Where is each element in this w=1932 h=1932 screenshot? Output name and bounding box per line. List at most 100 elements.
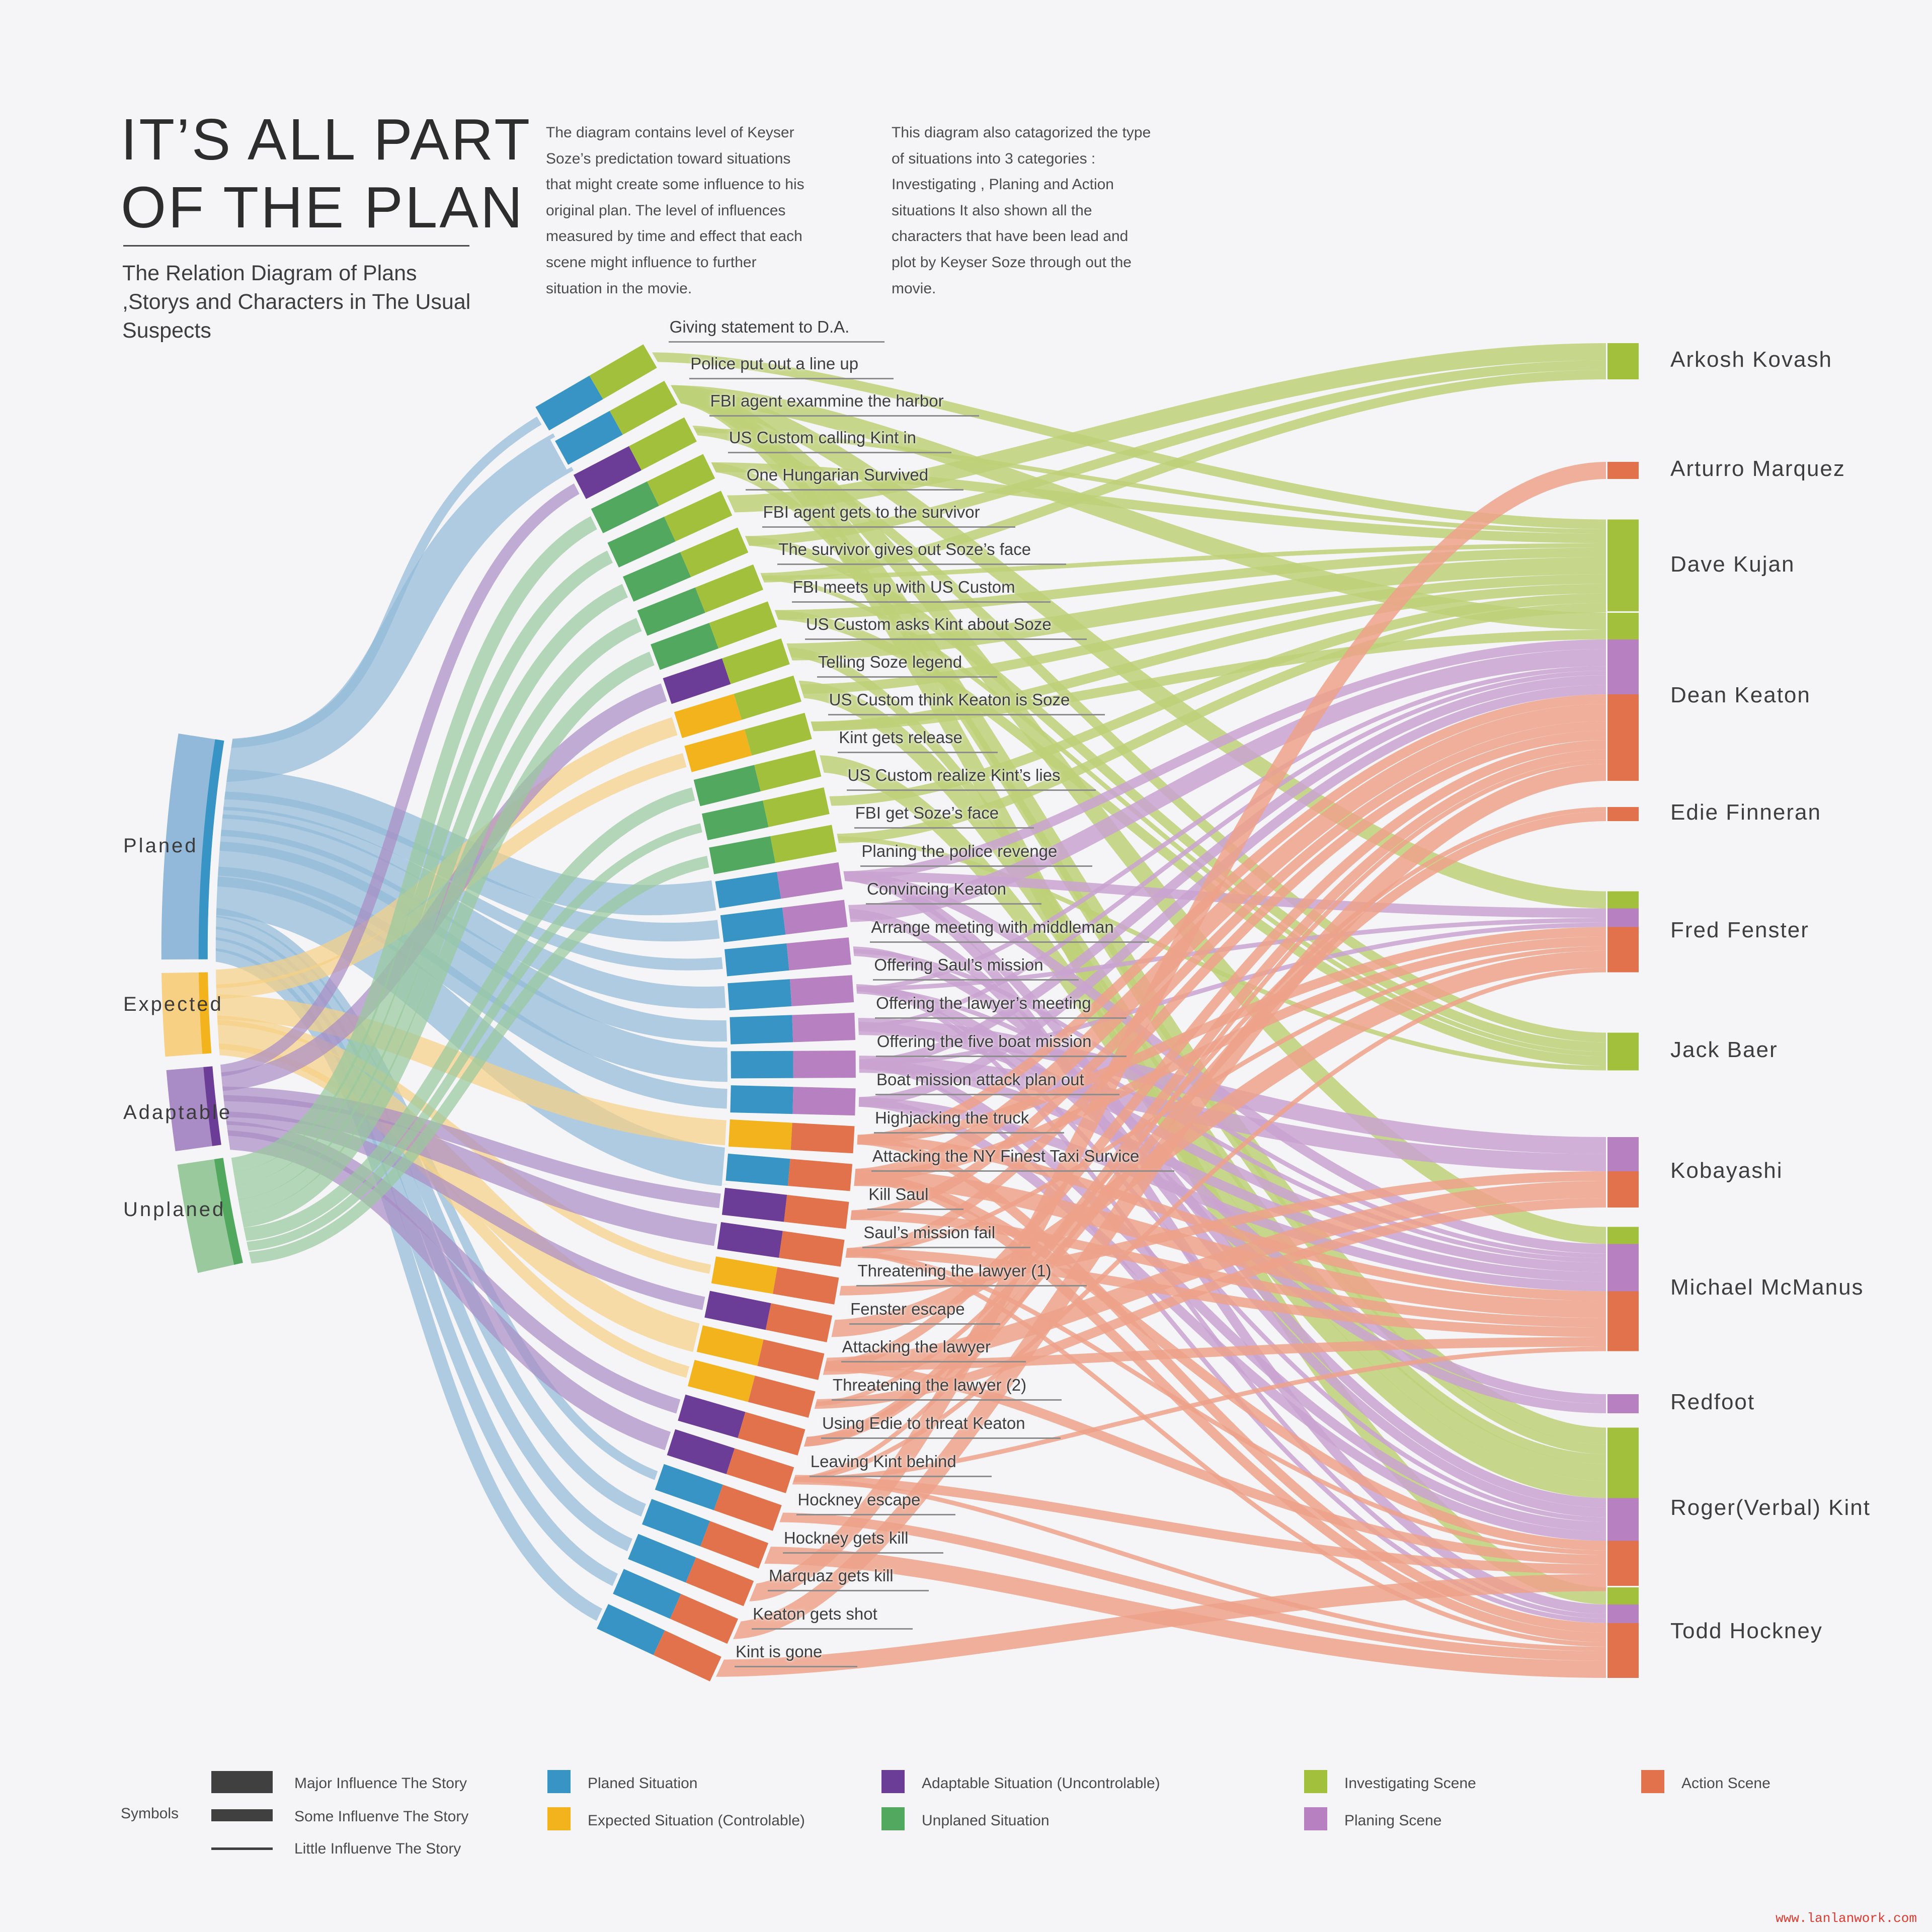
flow-ribbon-plan-to-scene <box>200 915 652 1519</box>
plan-label-adaptable: Adaptable <box>123 1101 232 1123</box>
scene-node-outline <box>720 933 855 981</box>
character-node-segment <box>1607 764 1639 781</box>
character-node-segment <box>1607 666 1639 671</box>
scene-node-type-half <box>722 638 790 684</box>
scene-label: FBI get Soze’s face <box>854 803 1034 829</box>
character-node-segment <box>1607 1647 1639 1651</box>
flow-ribbon-scene-to-character <box>845 721 1608 1220</box>
character-node-segment <box>1607 1498 1639 1508</box>
character-node-segment <box>1607 1651 1639 1661</box>
character-node-segment <box>1607 1404 1639 1413</box>
character-node-segment <box>1607 603 1639 613</box>
character-label: Todd Hockney <box>1670 1619 1823 1643</box>
scene-node <box>723 971 858 1014</box>
character-node-segment <box>1607 1272 1639 1282</box>
scene-node-plan-half <box>637 587 705 636</box>
scene-label: Fenster escape <box>849 1300 1000 1325</box>
scene-label: Threatening the lawyer (2) <box>831 1376 1062 1401</box>
scene-node-outline <box>727 1081 859 1119</box>
scene-node-plan-half <box>642 1499 710 1547</box>
scene-node-type-half <box>680 527 749 577</box>
scene-node-plan-half <box>628 1534 696 1583</box>
character-node-segment <box>1607 1614 1639 1619</box>
scene-node-type-half <box>763 787 830 827</box>
plan-node-expected <box>162 972 212 1057</box>
character-node-segment <box>1607 639 1639 649</box>
scene-label: One Hungarian Survived <box>745 465 964 491</box>
flow-ribbon-scene-to-character <box>849 1172 1608 1551</box>
character-node-segment <box>1607 946 1639 951</box>
right-flow-layer <box>648 343 1608 1678</box>
scene-node <box>718 1184 853 1233</box>
flow-ribbon-scene-to-character <box>741 536 1608 1052</box>
character-node-segment <box>1607 649 1639 666</box>
scene-node <box>692 1321 829 1385</box>
character-node-segment <box>1607 630 1639 639</box>
scene-node-type-half <box>754 750 822 791</box>
character-node-segment <box>1607 671 1639 675</box>
plan-label-planed: Planed <box>123 835 198 857</box>
character-node-segment <box>1607 1301 1639 1318</box>
scene-label: Highjacking the truck <box>873 1108 1065 1134</box>
scene-node-plan-half <box>607 517 676 568</box>
scene-node-type-half <box>782 900 848 935</box>
scene-label: Using Edie to threat Keaton <box>821 1414 1061 1439</box>
character-label: Arturro Marquez <box>1670 456 1845 481</box>
scene-node-type-half <box>589 344 657 399</box>
character-node-segment <box>1607 529 1639 534</box>
scene-label: Leaving Kint behind <box>809 1452 992 1478</box>
scene-node <box>726 1009 859 1048</box>
flow-ribbon-scene-to-character <box>731 764 1608 1639</box>
scene-node-type-half <box>779 1231 845 1267</box>
scene-node-type-half <box>790 1122 855 1154</box>
scene-node-type-half <box>664 491 733 542</box>
scene-node-type-half <box>734 675 801 720</box>
flow-ribbon-scene-to-character <box>819 1181 1608 1375</box>
flow-ribbon-plan-to-scene <box>202 1019 705 1353</box>
scene-node-outline <box>550 376 682 470</box>
legend-investigating-swatch <box>1304 1770 1327 1793</box>
character-axis-layer <box>1606 342 1640 1679</box>
scene-node <box>725 1115 858 1157</box>
scene-node-outline <box>623 1529 759 1611</box>
flow-ribbon-plan-to-scene <box>216 513 602 1174</box>
character-node-segment <box>1607 1137 1639 1154</box>
character-node-segment <box>1607 1555 1639 1565</box>
watermark: www.lanlanwork.com <box>1776 1911 1917 1926</box>
scene-node-outline <box>670 671 806 743</box>
title-line-2: OF THE PLAN <box>121 174 525 240</box>
legend-planing-swatch <box>1304 1807 1327 1830</box>
scene-node-plan-half <box>709 836 776 874</box>
character-label: Redfoot <box>1670 1390 1755 1414</box>
character-node-segment <box>1607 584 1639 594</box>
legend-expected-label: Expected Situation (Controlable) <box>588 1812 805 1829</box>
legend-major-influence-label: Major Influence The Story <box>294 1775 467 1792</box>
legend-little-influence-label: Little Influenve The Story <box>294 1840 461 1857</box>
plan-axis-layer <box>153 727 252 1280</box>
character-node-segment <box>1607 1642 1639 1647</box>
character-node-segment <box>1607 1032 1639 1042</box>
character-node-segment <box>1607 807 1639 812</box>
scene-node-outline <box>723 971 858 1014</box>
flow-ribbon-plan-to-scene <box>220 582 633 1201</box>
character-node-segment <box>1607 1587 1639 1604</box>
flow-ribbon-scene-to-character <box>688 428 1608 534</box>
scene-label: Kint gets release <box>838 728 998 753</box>
character-node-segment <box>1607 1262 1639 1272</box>
scene-node-plan-half <box>655 1464 723 1510</box>
legend-little-influence-swatch <box>211 1847 273 1850</box>
character-node-segment <box>1607 1564 1639 1574</box>
flow-ribbon-plan-to-scene <box>206 806 729 971</box>
character-node-segment <box>1607 1619 1639 1623</box>
scene-node-type-half <box>713 1484 782 1531</box>
scene-node-plan-half <box>731 1051 793 1079</box>
character-node-segment <box>1607 1444 1639 1455</box>
scene-node <box>569 413 702 504</box>
scene-node <box>658 634 794 709</box>
character-node-segment <box>1607 908 1639 918</box>
scene-node-plan-half <box>573 446 641 499</box>
legend-symbols-label: Symbols <box>121 1805 179 1822</box>
flow-ribbon-scene-to-character <box>795 574 1608 694</box>
flow-ribbon-scene-to-character <box>741 360 1608 546</box>
